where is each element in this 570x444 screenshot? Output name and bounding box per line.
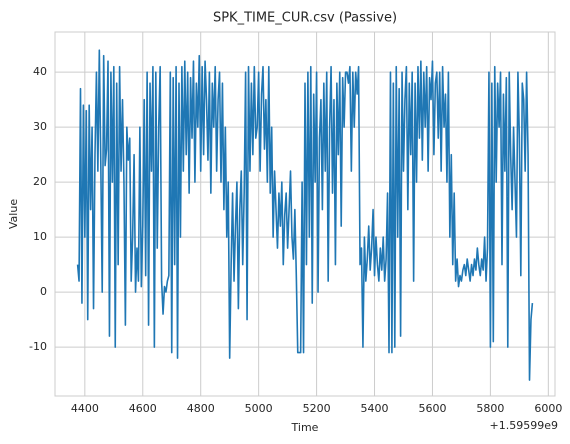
y-axis-label: Value (7, 199, 20, 229)
x-tick-label: 5600 (418, 402, 446, 415)
y-tick-label: 10 (33, 230, 47, 243)
x-axis-label: Time (291, 421, 319, 434)
x-tick-label: 5000 (245, 402, 273, 415)
y-tick-label: 20 (33, 175, 47, 188)
x-tick-label: 6000 (534, 402, 562, 415)
y-tick-label: 0 (40, 285, 47, 298)
y-tick-label: 30 (33, 120, 47, 133)
chart-title: SPK_TIME_CUR.csv (Passive) (213, 11, 397, 26)
plot (76, 49, 534, 381)
x-tick-label: 4400 (71, 402, 99, 415)
x-tick-label: 4800 (187, 402, 215, 415)
axes-frame (54, 31, 556, 397)
x-tick-label: 5400 (361, 402, 389, 415)
x-tick-label: 5800 (476, 402, 504, 415)
x-tick-label: 4600 (129, 402, 157, 415)
x-offset-label: +1.59599e9 (490, 419, 558, 432)
y-tick-label: -10 (29, 340, 47, 353)
y-tick-label: 40 (33, 65, 47, 78)
data-line (76, 49, 534, 381)
x-tick-label: 5200 (303, 402, 331, 415)
